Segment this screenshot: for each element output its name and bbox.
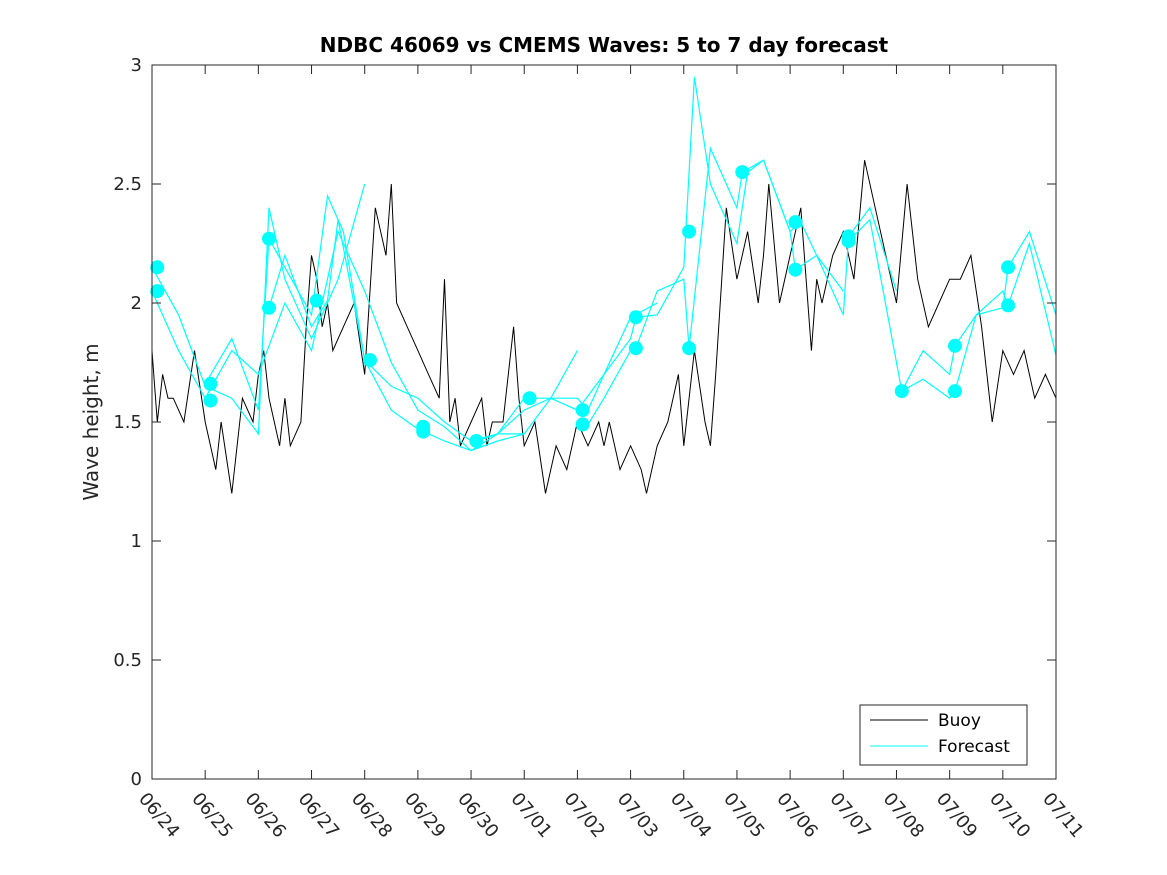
x-tick-label: 07/11 [1038,789,1087,842]
forecast-marker-23 [894,384,909,399]
y-tick-label: 3 [131,55,142,76]
forecast-marker-18 [735,165,750,180]
forecast-marker-1 [150,284,165,299]
forecast-marker-13 [575,417,590,432]
x-tick-label: 07/10 [985,789,1034,842]
chart-title: NDBC 46069 vs CMEMS Waves: 5 to 7 day fo… [320,33,889,57]
x-tick-label: 07/04 [666,789,715,842]
x-tick-label: 07/02 [560,789,609,842]
forecast-series-line-8 [901,230,1057,400]
y-axis: 0 0.5 1 1.5 2 2.5 3 [113,55,1056,790]
forecast-marker-17 [682,341,697,356]
forecast-marker-15 [628,341,643,356]
forecast-marker-22 [841,234,856,249]
x-tick-label: 06/27 [294,789,343,842]
forecast-series-line-4 [268,219,658,452]
x-tick-label: 06/24 [134,789,183,842]
x-tick-label: 07/01 [506,789,555,842]
y-axis-label: Wave height, m [79,343,103,500]
plot-background [152,65,1056,779]
x-tick-label: 07/06 [772,789,821,842]
marker-layer [150,165,1016,448]
forecast-marker-11 [522,391,537,406]
forecast-marker-25 [948,384,962,399]
x-tick-label: 06/30 [453,789,502,842]
buoy-series-line [151,160,1057,494]
y-tick-label: 2 [131,293,142,314]
forecast-marker-12 [575,403,590,418]
x-tick-label: 07/03 [613,789,662,842]
forecast-marker-26 [1001,260,1016,275]
forecast-marker-20 [788,262,803,277]
legend-box [859,704,1028,766]
forecast-marker-10 [469,434,484,448]
x-tick-label: 07/08 [879,789,928,842]
x-tick-label: 06/25 [187,789,236,842]
forecast-marker-14 [628,310,643,325]
forecast-marker-19 [788,215,803,230]
forecast-marker-2 [203,376,218,391]
forecast-marker-7 [363,353,377,368]
x-tick-label: 06/29 [400,789,449,842]
y-tick-label: 1 [131,531,142,552]
forecast-marker-24 [948,338,962,353]
x-tick-label: 07/07 [825,789,874,842]
forecast-marker-0 [150,260,165,275]
forecast-marker-5 [262,300,276,315]
x-tick-label: 07/05 [719,789,768,842]
forecast-marker-4 [262,231,276,246]
y-tick-label: 0.5 [113,650,142,671]
legend-forecast-label: Forecast [938,737,1010,757]
x-tick-label: 06/26 [241,789,290,842]
forecast-marker-3 [203,393,218,408]
legend: Buoy Forecast [859,704,1028,766]
forecast-marker-6 [309,293,324,308]
forecast-series-line-7 [848,218,1057,393]
legend-buoy-label: Buoy [938,711,981,731]
y-tick-label: 0 [131,769,142,790]
x-tick-label: 07/09 [932,789,981,842]
y-tick-label: 1.5 [113,412,142,433]
forecast-marker-27 [1001,298,1016,313]
x-tick-label: 06/28 [347,789,396,842]
forecast-marker-16 [682,224,697,239]
y-tick-label: 2.5 [113,174,142,195]
forecast-marker-9 [416,424,431,439]
